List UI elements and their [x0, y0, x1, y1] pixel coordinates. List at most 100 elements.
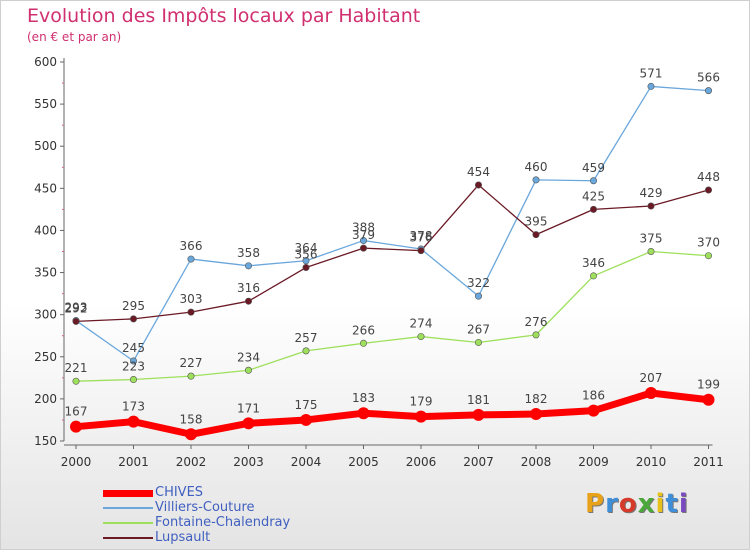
data-label: 293 — [65, 301, 88, 315]
data-point — [702, 393, 715, 406]
x-tick-label: 2001 — [118, 455, 149, 469]
y-tick-label: 600 — [34, 55, 57, 69]
data-label: 378 — [410, 229, 433, 243]
data-point — [474, 181, 482, 189]
chart-subtitle: (en € et par an) — [27, 30, 122, 44]
data-point — [647, 202, 655, 210]
data-label: 276 — [525, 315, 548, 329]
data-label: 292 — [65, 301, 88, 315]
data-label: 316 — [237, 281, 260, 295]
data-point — [72, 317, 80, 325]
y-tick-label: 550 — [34, 97, 57, 111]
data-label: 266 — [352, 323, 375, 337]
data-label: 356 — [295, 248, 318, 262]
data-point — [245, 366, 253, 374]
data-label: 429 — [640, 186, 663, 200]
data-label: 322 — [467, 276, 490, 290]
y-tick-label: 350 — [34, 266, 57, 280]
series-points — [70, 82, 715, 441]
series-line-0 — [72, 389, 712, 438]
data-label: 175 — [295, 398, 318, 412]
data-point — [474, 292, 482, 300]
data-label: 346 — [582, 256, 605, 270]
data-point — [127, 415, 140, 428]
data-point — [300, 413, 312, 426]
data-label: 295 — [122, 299, 145, 313]
x-tick-label: 2003 — [233, 455, 264, 469]
data-point — [185, 428, 197, 441]
data-point — [417, 247, 425, 255]
y-tick-label: 400 — [34, 223, 57, 237]
y-tick-label: 250 — [34, 350, 57, 364]
data-point — [302, 257, 310, 265]
data-label: 274 — [410, 317, 433, 331]
data-point — [704, 252, 712, 260]
data-label: 245 — [122, 341, 145, 355]
data-label: 186 — [582, 389, 605, 403]
data-point — [647, 248, 655, 256]
legend-swatch — [103, 537, 153, 539]
legend-swatch — [103, 522, 153, 524]
data-label: 566 — [697, 71, 720, 85]
data-label: 257 — [295, 331, 318, 345]
x-tick-label: 2009 — [578, 455, 609, 469]
data-point — [704, 87, 712, 95]
x-tick-label: 2006 — [406, 455, 437, 469]
data-label: 227 — [180, 356, 203, 370]
logo-letter: i — [678, 489, 689, 519]
data-point — [187, 308, 195, 316]
data-label: 370 — [697, 236, 720, 250]
legend-swatch — [103, 489, 153, 497]
series-line-2 — [75, 250, 710, 382]
data-label: 158 — [180, 412, 203, 426]
proxiti-logo: Proxiti — [585, 489, 689, 519]
data-point — [532, 331, 540, 339]
data-label: 375 — [640, 232, 663, 246]
data-point — [130, 357, 138, 365]
data-point — [187, 372, 195, 380]
data-labels: 293 245 366 358 364 388 378 322 460 459 571 566 221 2… — [65, 66, 720, 426]
data-point — [187, 255, 195, 263]
data-point — [589, 272, 597, 280]
data-label: 171 — [237, 401, 260, 415]
data-label: 454 — [467, 165, 490, 179]
data-label: 167 — [65, 405, 88, 419]
data-point — [130, 315, 138, 323]
data-label: 182 — [525, 392, 548, 406]
y-tick-label: 150 — [34, 434, 57, 448]
data-label: 173 — [122, 400, 145, 414]
data-point — [532, 231, 540, 239]
data-point — [357, 407, 370, 420]
logo-letter: r — [605, 489, 619, 519]
data-point — [245, 262, 253, 270]
data-point — [359, 339, 367, 347]
x-tick-label: 2010 — [636, 455, 667, 469]
x-tick-label: 2011 — [693, 455, 724, 469]
data-label: 234 — [237, 350, 260, 364]
data-point — [359, 237, 367, 245]
data-label: 366 — [180, 239, 203, 253]
legend-swatch — [103, 507, 153, 509]
y-tick-label: 300 — [34, 308, 57, 322]
legend-label: Fontaine-Chalendray — [155, 515, 291, 530]
data-label: 425 — [582, 189, 605, 203]
data-label: 223 — [122, 360, 145, 374]
data-label: 358 — [237, 246, 260, 260]
data-point — [589, 177, 597, 185]
data-label: 267 — [467, 322, 490, 336]
data-point — [302, 347, 310, 355]
series-line-3 — [75, 184, 710, 323]
logo-letter: o — [618, 489, 638, 519]
data-label: 199 — [697, 378, 720, 392]
data-point — [647, 82, 655, 90]
data-point — [72, 377, 80, 385]
legend-label: Lupsault — [155, 530, 211, 545]
logo-letter: P — [585, 489, 606, 519]
x-tick-label: 2004 — [291, 455, 322, 469]
data-label: 183 — [352, 391, 375, 405]
y-tick-label: 450 — [34, 181, 57, 195]
data-point — [417, 333, 425, 341]
data-point — [530, 408, 542, 421]
